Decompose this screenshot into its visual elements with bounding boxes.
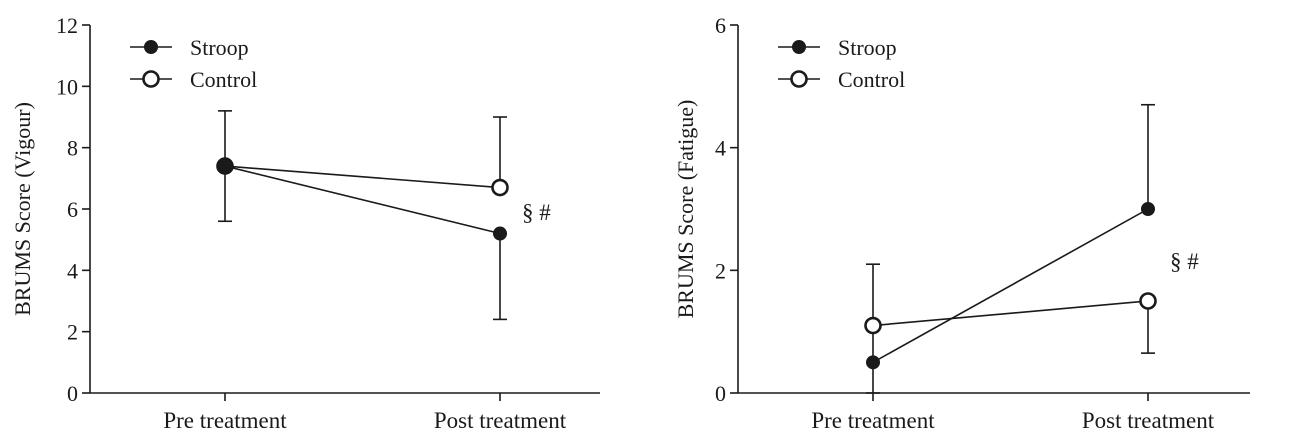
y-tick-label: 2 xyxy=(715,258,726,283)
legend: Stroop Control xyxy=(778,35,905,92)
data-point-stroop xyxy=(866,355,880,370)
y-tick-label: 12 xyxy=(56,13,78,38)
significance-annotation: § # xyxy=(1170,249,1199,274)
x-category-label: Post treatment xyxy=(1082,408,1215,433)
y-axis-label: BRUMS Score (Vigour) xyxy=(10,102,35,316)
data-point-stroop xyxy=(1141,202,1155,216)
data-point-control xyxy=(1139,292,1157,310)
legend-label-control: Control xyxy=(190,67,257,92)
chart-panel-2: 0 2 4 6 Pre treatment Post treatment BRUMS Sco… xyxy=(673,13,1250,433)
data-point-control xyxy=(491,178,509,197)
legend-label-stroop: Stroop xyxy=(190,35,249,60)
series-line-control xyxy=(872,300,1149,327)
y-tick-label: 0 xyxy=(67,381,78,406)
data-point-stroop xyxy=(493,226,507,241)
series-line-stroop xyxy=(224,165,501,235)
legend-label-control: Control xyxy=(838,67,905,92)
chart-panel-1: 0 2 4 6 8 10 12 Pre treatment Post treatment BRUM… xyxy=(10,13,600,433)
legend: Stroop Control xyxy=(130,35,257,92)
legend-marker-stroop xyxy=(144,40,158,54)
y-tick-label: 4 xyxy=(715,136,726,161)
legend-marker-control xyxy=(790,70,808,88)
data-point-control xyxy=(864,316,882,335)
y-tick-label: 6 xyxy=(67,197,78,222)
series-line-stroop xyxy=(872,208,1149,364)
y-tick-label: 6 xyxy=(715,13,726,38)
data-point-stroop xyxy=(218,159,232,174)
x-category-label: Pre treatment xyxy=(163,408,287,433)
y-tick-label: 8 xyxy=(67,136,78,161)
legend-label-stroop: Stroop xyxy=(838,35,897,60)
x-category-label: Pre treatment xyxy=(811,408,935,433)
significance-annotation: § # xyxy=(522,200,551,225)
x-category-label: Post treatment xyxy=(434,408,567,433)
y-tick-label: 4 xyxy=(67,258,78,283)
legend-marker-control xyxy=(142,70,160,88)
y-tick-label: 0 xyxy=(715,381,726,406)
y-tick-label: 10 xyxy=(56,74,78,99)
y-tick-label: 2 xyxy=(67,320,78,345)
legend-marker-stroop xyxy=(792,40,806,54)
y-axis-label: BRUMS Score (Fatigue) xyxy=(673,100,698,319)
series-line-control xyxy=(224,165,501,189)
